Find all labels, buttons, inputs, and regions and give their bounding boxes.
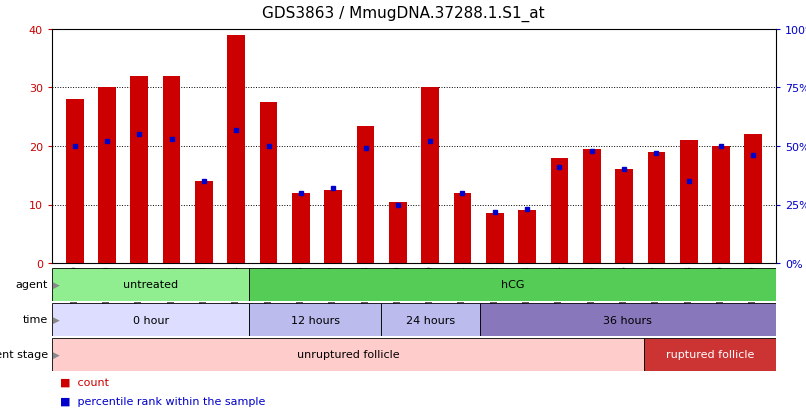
Bar bbox=[422, 88, 439, 263]
Bar bbox=[249, 268, 776, 301]
Bar bbox=[66, 100, 84, 263]
Bar bbox=[52, 338, 644, 371]
Bar bbox=[98, 88, 116, 263]
Bar bbox=[195, 182, 213, 263]
Text: 24 hours: 24 hours bbox=[406, 315, 455, 325]
Bar bbox=[518, 211, 536, 263]
Bar bbox=[292, 193, 310, 263]
Text: GDS3863 / MmugDNA.37288.1.S1_at: GDS3863 / MmugDNA.37288.1.S1_at bbox=[262, 6, 544, 22]
Bar bbox=[249, 303, 381, 336]
Bar bbox=[454, 193, 472, 263]
Bar bbox=[480, 303, 776, 336]
Text: unruptured follicle: unruptured follicle bbox=[297, 350, 400, 360]
Bar bbox=[260, 103, 277, 263]
Text: ▶: ▶ bbox=[51, 350, 60, 359]
Bar bbox=[389, 202, 407, 263]
Text: development stage: development stage bbox=[0, 350, 48, 360]
Text: agent: agent bbox=[15, 280, 48, 290]
Text: ▶: ▶ bbox=[51, 315, 60, 324]
Bar bbox=[550, 158, 568, 263]
Bar bbox=[131, 77, 148, 263]
Bar bbox=[486, 214, 504, 263]
Bar bbox=[647, 152, 665, 263]
Bar bbox=[227, 36, 245, 263]
Bar bbox=[615, 170, 633, 263]
Text: 12 hours: 12 hours bbox=[291, 315, 340, 325]
Text: untreated: untreated bbox=[123, 280, 178, 290]
Bar bbox=[583, 150, 600, 263]
Text: ■  percentile rank within the sample: ■ percentile rank within the sample bbox=[60, 396, 265, 406]
Bar bbox=[745, 135, 762, 263]
Text: ▶: ▶ bbox=[51, 280, 60, 289]
Bar bbox=[163, 77, 181, 263]
Text: ruptured follicle: ruptured follicle bbox=[666, 350, 754, 360]
Bar bbox=[644, 338, 776, 371]
Bar bbox=[324, 190, 342, 263]
Text: hCG: hCG bbox=[501, 280, 525, 290]
Text: 0 hour: 0 hour bbox=[133, 315, 168, 325]
Text: ■  count: ■ count bbox=[60, 377, 109, 387]
Bar bbox=[381, 303, 480, 336]
Bar bbox=[52, 303, 249, 336]
Text: time: time bbox=[23, 315, 48, 325]
Bar bbox=[679, 141, 698, 263]
Bar bbox=[713, 147, 730, 263]
Bar bbox=[356, 126, 375, 263]
Bar bbox=[52, 268, 249, 301]
Text: 36 hours: 36 hours bbox=[604, 315, 652, 325]
